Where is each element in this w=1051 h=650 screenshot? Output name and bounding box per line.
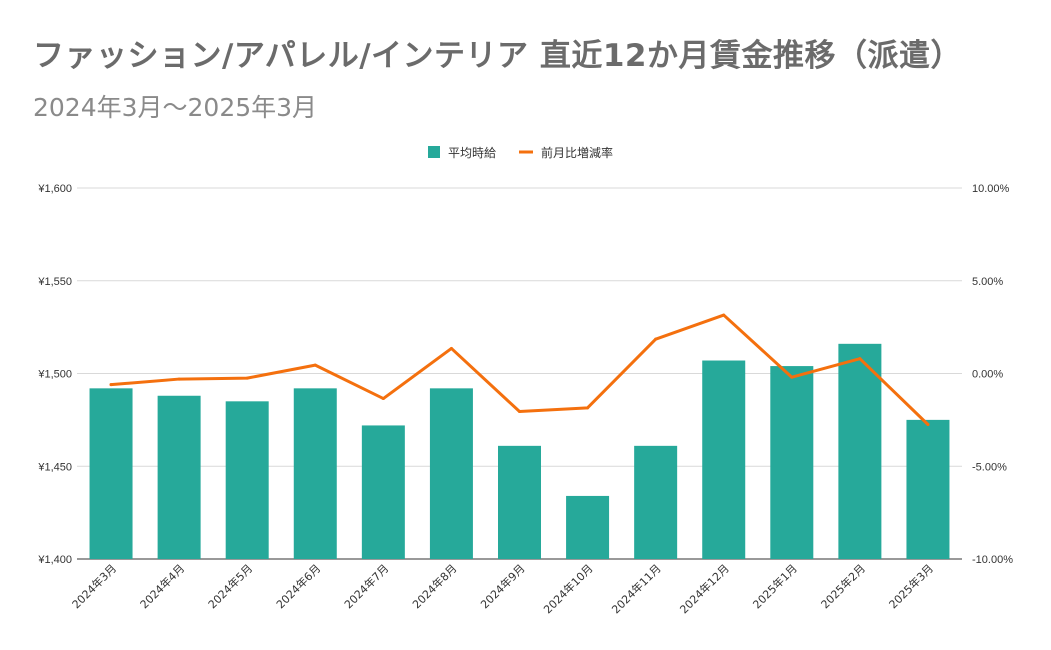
line-point (790, 375, 794, 379)
x-tick-label: 2025年1月 (750, 561, 800, 611)
x-tick-label: 2024年12月 (677, 561, 732, 616)
x-tick-label: 2024年4月 (137, 561, 187, 611)
left-axis-ticks: ¥1,400 ¥1,450 ¥1,500 ¥1,550 ¥1,600 (37, 183, 72, 566)
chart-title: ファッション/アパレル/インテリア 直近12か月賃金推移（派遣） (33, 38, 962, 74)
x-tick-label: 2024年7月 (341, 561, 391, 611)
bar (429, 388, 473, 559)
line-point (926, 423, 930, 427)
y-tick-label: ¥1,450 (37, 461, 72, 473)
bar (293, 388, 337, 559)
bar (89, 388, 133, 559)
x-tick-label: 2024年5月 (205, 561, 255, 611)
bar-series (89, 343, 950, 559)
line-point (109, 383, 113, 387)
x-tick-label: 2024年9月 (477, 561, 527, 611)
line-point (381, 397, 385, 401)
y2-tick-label: 5.00% (972, 276, 1003, 288)
line-point (518, 410, 521, 414)
y-tick-label: ¥1,400 (37, 554, 72, 566)
x-tick-label: 2024年11月 (609, 561, 664, 616)
chart-subtitle: 2024年3月～2025年3月 (33, 93, 318, 122)
y2-tick-label: 10.00% (972, 183, 1010, 195)
bar (634, 445, 678, 559)
y2-tick-label: -10.00% (972, 554, 1013, 566)
line-series (109, 313, 930, 427)
bar (157, 395, 201, 559)
bar (361, 425, 405, 559)
line-point (586, 406, 590, 410)
y-tick-label: ¥1,600 (37, 183, 72, 195)
x-tick-label: 2024年8月 (409, 561, 459, 611)
line-point (177, 377, 181, 381)
bar (702, 360, 746, 559)
legend-label: 平均時給 (448, 146, 496, 160)
bar (498, 445, 541, 559)
bar (566, 495, 610, 559)
line-point (722, 313, 726, 317)
x-tick-label: 2024年3月 (69, 561, 119, 611)
bar (906, 419, 950, 559)
line-point (313, 363, 317, 367)
x-tick-label: 2025年2月 (818, 561, 868, 611)
x-axis-ticks: 2024年3月 2024年4月 2024年5月 2024年6月 2024年7月 2024年… (69, 561, 936, 616)
line-point (654, 337, 658, 341)
legend: 平均時給 前月比増減率 (428, 145, 613, 160)
y-tick-label: ¥1,550 (37, 276, 72, 288)
legend-label: 前月比増減率 (541, 145, 613, 160)
bar (770, 366, 814, 559)
x-tick-label: 2024年6月 (273, 561, 323, 611)
y2-tick-label: -5.00% (972, 461, 1007, 473)
line-point (449, 346, 453, 350)
x-tick-label: 2024年10月 (541, 561, 596, 616)
line-point (245, 376, 249, 380)
right-axis-ticks: -10.00% -5.00% 0.00% 5.00% 10.00% (972, 183, 1013, 566)
bar (225, 401, 269, 559)
legend-bar-swatch (428, 146, 440, 158)
y-tick-label: ¥1,500 (37, 369, 72, 381)
x-tick-label: 2025年3月 (886, 561, 936, 611)
line-point (858, 357, 862, 361)
bar (838, 343, 882, 559)
y2-tick-label: 0.00% (972, 369, 1003, 381)
